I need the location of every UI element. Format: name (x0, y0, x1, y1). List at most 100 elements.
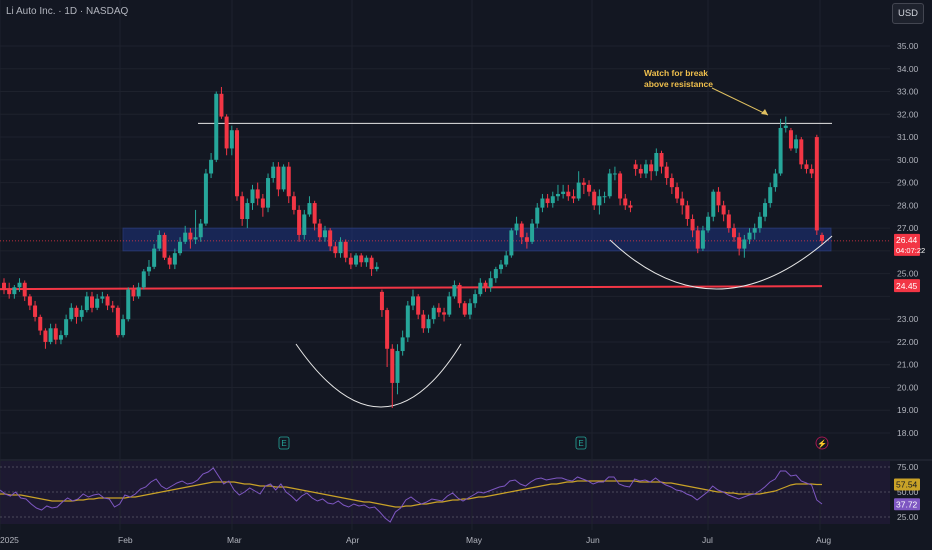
candle-body (379, 291, 384, 311)
candle-body (364, 257, 369, 263)
candle-body (493, 269, 498, 279)
annotation-arrowhead (761, 109, 768, 115)
price-tick-label: 27.00 (897, 223, 919, 233)
candle-body (291, 196, 296, 210)
candle-body (302, 214, 307, 235)
candle-body (783, 125, 788, 128)
time-tick-label: Apr (346, 535, 359, 545)
candle-body (229, 130, 234, 149)
candle-body (22, 282, 27, 297)
candle-body (514, 223, 519, 231)
price-tick-label: 20.00 (897, 382, 919, 392)
candle-body (804, 164, 809, 169)
candle-body (550, 196, 555, 204)
candle-body (540, 198, 545, 208)
candle-body (266, 178, 271, 208)
candle-body (778, 127, 783, 174)
candle-body (607, 173, 612, 197)
candle-body (312, 203, 317, 224)
candle-body (307, 203, 312, 215)
candle-body (649, 164, 654, 172)
candle-body (33, 305, 38, 317)
candle-body (121, 319, 126, 336)
candle-body (576, 182, 581, 199)
demand-zone (122, 227, 832, 252)
candle-body (416, 296, 421, 315)
candle-body (700, 230, 705, 249)
candle-body (462, 303, 467, 315)
candle-body (623, 198, 628, 206)
candle-body (328, 230, 333, 247)
candle-body (566, 191, 571, 197)
candle-body (711, 191, 716, 217)
candle-body (555, 193, 560, 197)
candle-body (146, 266, 151, 272)
candle-body (172, 253, 177, 265)
price-tick-label: 25.00 (897, 269, 919, 279)
candle-body (333, 246, 338, 254)
candle-body (467, 303, 472, 315)
candle-body (286, 166, 291, 197)
candle-body (690, 219, 695, 231)
candle-body (395, 351, 400, 383)
candle-body (193, 237, 198, 240)
candle-body (716, 191, 721, 206)
candle-body (530, 223, 535, 242)
candle-body (504, 255, 509, 265)
candle-body (643, 164, 648, 174)
candle-body (763, 203, 768, 217)
candle-body (814, 137, 819, 231)
candle-body (115, 307, 120, 336)
candle-body (250, 189, 255, 204)
candle-body (612, 173, 617, 175)
candle-body (587, 184, 592, 192)
candle-body (483, 282, 488, 288)
candle-body (110, 305, 115, 308)
price-tick-label: 19.00 (897, 405, 919, 415)
earnings-marker-label: E (281, 439, 286, 448)
candle-body (260, 198, 265, 208)
candle-body (58, 335, 63, 340)
candle-body (354, 255, 359, 265)
candle-body (317, 223, 322, 238)
candle-body (571, 196, 576, 199)
candle-body (167, 257, 172, 265)
candle-body (322, 230, 327, 238)
candle-body (421, 314, 426, 329)
candle-body (214, 93, 219, 160)
candle-body (524, 237, 529, 242)
candle-body (385, 310, 390, 349)
candle-body (680, 198, 685, 206)
candle-body (721, 205, 726, 215)
dividend-icon: ⚡ (817, 439, 827, 449)
candle-body (664, 166, 669, 179)
candle-body (188, 232, 193, 240)
candle-body (198, 223, 203, 238)
currency-button[interactable]: USD (892, 3, 924, 24)
candle-body (95, 298, 100, 308)
candle-body (100, 296, 105, 299)
candle-body (499, 264, 504, 270)
candle-body (473, 294, 478, 304)
candle-body (400, 337, 405, 352)
candle-body (90, 296, 95, 308)
price-tick-label: 34.00 (897, 64, 919, 74)
time-tick-label: Jul (702, 535, 713, 545)
candle-body (431, 307, 436, 320)
candle-body (809, 168, 814, 174)
cup-arc-right (609, 235, 833, 290)
candle-body (374, 266, 379, 270)
annotation-text-line1: Watch for break (644, 68, 708, 78)
candle-body (183, 232, 188, 242)
candle-body (343, 241, 348, 258)
rsi-line (0, 467, 823, 523)
last-price-tag (894, 233, 920, 256)
candle-body (105, 296, 110, 306)
price-tick-label: 32.00 (897, 109, 919, 119)
candle-body (203, 173, 208, 224)
candle-body (436, 307, 441, 313)
candle-body (369, 257, 374, 270)
candle-body (43, 330, 48, 342)
price-tick-label: 22.00 (897, 337, 919, 347)
candle-body (178, 241, 183, 254)
